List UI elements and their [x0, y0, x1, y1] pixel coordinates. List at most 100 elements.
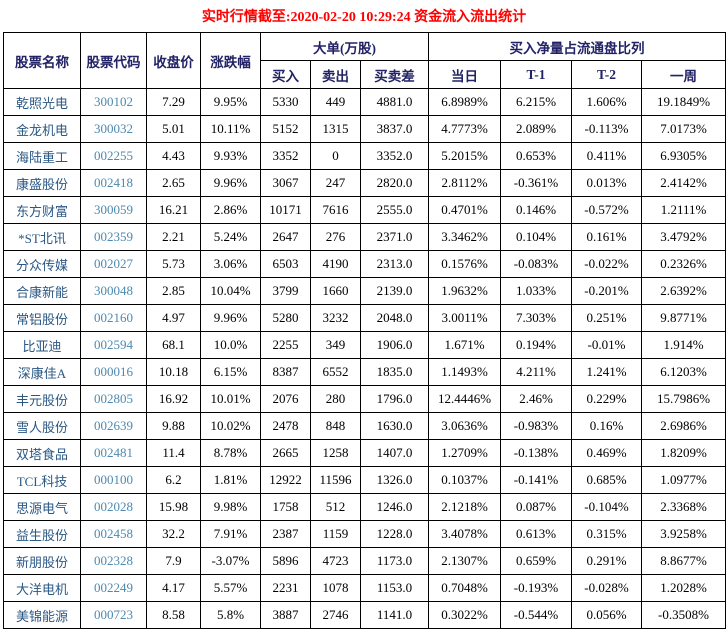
col-header-buy-sell-diff: 买卖差	[359, 60, 430, 89]
cell-ratio-week: 1.2028%	[641, 574, 727, 602]
cell-buy-volume: 2387	[260, 520, 311, 548]
cell-change-pct: 1.81%	[200, 466, 261, 494]
cell-ratio-t2: 1.606%	[571, 88, 643, 116]
cell-sell-volume: 3232	[310, 304, 361, 332]
cell-ratio-t1: 0.659%	[500, 547, 573, 575]
cell-close-price: 4.97	[146, 304, 201, 332]
cell-ratio-week: 3.9258%	[641, 520, 727, 548]
cell-ratio-day: 2.1218%	[428, 493, 502, 521]
cell-buy-volume: 2647	[260, 223, 311, 251]
cell-buy-volume: 2255	[260, 331, 311, 359]
cell-ratio-t2: -0.028%	[571, 574, 643, 602]
cell-ratio-t1: 0.653%	[500, 142, 573, 170]
cell-stock-code: 002328	[80, 547, 147, 575]
table-row: 深康佳A 000016 10.18 6.15% 8387 6552 1835.0 1.1493…	[3, 358, 727, 386]
cell-stock-name: 美锦能源	[3, 601, 81, 629]
cell-close-price: 6.2	[146, 466, 201, 494]
table-row: 常铝股份 002160 4.97 9.96% 5280 3232 2048.0 3.0011%…	[3, 304, 727, 332]
cell-stock-name: *ST北讯	[3, 223, 81, 251]
cell-stock-code: 002255	[80, 142, 147, 170]
cell-ratio-t1: 2.089%	[500, 115, 573, 143]
cell-change-pct: 6.15%	[200, 358, 261, 386]
cell-ratio-t2: -0.113%	[571, 115, 643, 143]
cell-close-price: 8.58	[146, 601, 201, 629]
cell-buy-volume: 3887	[260, 601, 311, 629]
cell-ratio-t1: 0.104%	[500, 223, 573, 251]
cell-buy-sell-diff: 4881.0	[359, 88, 430, 116]
cell-change-pct: 9.96%	[200, 169, 261, 197]
cell-ratio-t2: -0.201%	[571, 277, 643, 305]
cell-change-pct: 9.96%	[200, 304, 261, 332]
col-header-day: 当日	[428, 60, 502, 89]
cell-stock-name: 海陆重工	[3, 142, 81, 170]
cell-ratio-week: 1.914%	[641, 331, 727, 359]
cell-stock-name: 乾照光电	[3, 88, 81, 116]
cell-close-price: 15.98	[146, 493, 201, 521]
cell-buy-sell-diff: 1246.0	[359, 493, 430, 521]
cell-buy-volume: 3067	[260, 169, 311, 197]
cell-buy-sell-diff: 1228.0	[359, 520, 430, 548]
cell-close-price: 5.01	[146, 115, 201, 143]
cell-ratio-day: 1.9632%	[428, 277, 502, 305]
cell-buy-sell-diff: 1835.0	[359, 358, 430, 386]
table-row: 美锦能源 000723 8.58 5.8% 3887 2746 1141.0 0.3022% -…	[3, 601, 727, 629]
cell-buy-volume: 3352	[260, 142, 311, 170]
cell-buy-sell-diff: 1173.0	[359, 547, 430, 575]
table-row: 乾照光电 300102 7.29 9.95% 5330 449 4881.0 6.8989% 6…	[3, 88, 727, 116]
cell-sell-volume: 349	[310, 331, 361, 359]
cell-ratio-t1: 0.146%	[500, 196, 573, 224]
cell-ratio-t2: 0.229%	[571, 385, 643, 413]
cell-ratio-week: 3.4792%	[641, 223, 727, 251]
cell-ratio-week: 8.8677%	[641, 547, 727, 575]
cell-ratio-t2: 0.685%	[571, 466, 643, 494]
cell-buy-volume: 2665	[260, 439, 311, 467]
cell-stock-code: 002639	[80, 412, 147, 440]
cell-buy-volume: 5896	[260, 547, 311, 575]
cell-stock-code: 002249	[80, 574, 147, 602]
cell-sell-volume: 1660	[310, 277, 361, 305]
cell-stock-code: 002027	[80, 250, 147, 278]
table-row: 康盛股份 002418 2.65 9.96% 3067 247 2820.0 2.8112% -…	[3, 169, 727, 197]
table-row: 雪人股份 002639 9.88 10.02% 2478 848 1630.0 3.0636%…	[3, 412, 727, 440]
cell-change-pct: 8.78%	[200, 439, 261, 467]
table-row: 双塔食品 002481 11.4 8.78% 2665 1258 1407.0 1.2709%…	[3, 439, 727, 467]
cell-stock-name: 雪人股份	[3, 412, 81, 440]
cell-ratio-day: 0.7048%	[428, 574, 502, 602]
cell-close-price: 16.21	[146, 196, 201, 224]
cell-ratio-t2: 0.161%	[571, 223, 643, 251]
cell-ratio-t2: 0.291%	[571, 547, 643, 575]
cell-ratio-t1: 0.194%	[500, 331, 573, 359]
header-row-subcolumns: 买入 卖出 买卖差 当日 T-1 T-2 一周	[4, 60, 727, 89]
cell-close-price: 11.4	[146, 439, 201, 467]
col-header-stock-name: 股票名称	[3, 32, 81, 89]
table-row: 海陆重工 002255 4.43 9.93% 3352 0 3352.0 5.2015% 0.6…	[3, 142, 727, 170]
cell-stock-name: 东方财富	[3, 196, 81, 224]
cell-close-price: 10.18	[146, 358, 201, 386]
cell-ratio-t1: -0.544%	[500, 601, 573, 629]
cell-stock-name: 合康新能	[3, 277, 81, 305]
col-header-buy: 买入	[260, 60, 311, 89]
cell-ratio-t2: -0.104%	[571, 493, 643, 521]
cell-buy-sell-diff: 2048.0	[359, 304, 430, 332]
cell-stock-name: 康盛股份	[3, 169, 81, 197]
cell-buy-sell-diff: 1407.0	[359, 439, 430, 467]
cell-change-pct: 5.8%	[200, 601, 261, 629]
cell-ratio-t2: 1.241%	[571, 358, 643, 386]
cell-ratio-week: 2.3368%	[641, 493, 727, 521]
cell-ratio-t2: 0.251%	[571, 304, 643, 332]
cell-buy-sell-diff: 3837.0	[359, 115, 430, 143]
table-row: 大洋电机 002249 4.17 5.57% 2231 1078 1153.0 0.7048%…	[3, 574, 727, 602]
cell-buy-sell-diff: 1153.0	[359, 574, 430, 602]
cell-sell-volume: 512	[310, 493, 361, 521]
cell-buy-volume: 6503	[260, 250, 311, 278]
cell-sell-volume: 449	[310, 88, 361, 116]
cell-ratio-week: 7.0173%	[641, 115, 727, 143]
cell-ratio-t1: 0.613%	[500, 520, 573, 548]
cell-ratio-day: 0.1576%	[428, 250, 502, 278]
cell-ratio-week: 15.7986%	[641, 385, 727, 413]
cell-close-price: 68.1	[146, 331, 201, 359]
cell-sell-volume: 0	[310, 142, 361, 170]
cell-ratio-t2: -0.022%	[571, 250, 643, 278]
cell-stock-code: 300032	[80, 115, 147, 143]
cell-sell-volume: 1315	[310, 115, 361, 143]
